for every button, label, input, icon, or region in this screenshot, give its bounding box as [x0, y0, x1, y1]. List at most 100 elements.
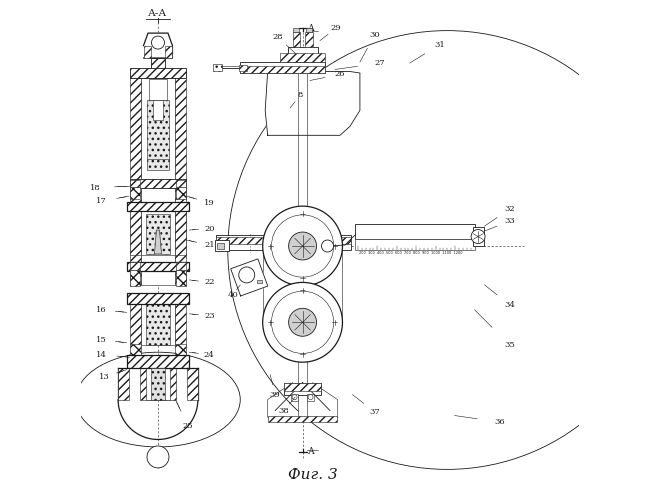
Bar [355, 224, 475, 239]
Text: 31: 31 [434, 40, 445, 48]
Bar [187, 368, 198, 400]
Text: 200  300  400  500  600  700  800  900  1000  1100  1200: 200 300 400 500 600 700 800 900 1000 110… [359, 252, 463, 256]
Text: 38: 38 [279, 406, 290, 414]
Bar [153, 100, 163, 120]
Circle shape [263, 282, 343, 362]
Text: 14: 14 [96, 350, 107, 358]
Circle shape [228, 30, 660, 469]
Text: 19: 19 [204, 198, 214, 206]
Text: 26: 26 [335, 70, 345, 78]
Text: 25: 25 [183, 422, 193, 430]
Circle shape [321, 240, 333, 252]
Circle shape [288, 308, 317, 336]
Text: 40: 40 [228, 291, 238, 299]
Bar [292, 32, 300, 46]
Bar [129, 178, 186, 188]
Bar [127, 202, 189, 211]
Text: 28: 28 [273, 33, 283, 41]
Polygon shape [143, 33, 172, 58]
Bar [148, 80, 168, 100]
Bar [284, 382, 321, 390]
Bar [213, 64, 222, 70]
Text: А: А [308, 24, 314, 32]
Text: А-А: А-А [148, 9, 168, 18]
Bar [141, 304, 176, 344]
Bar [176, 344, 186, 354]
Circle shape [147, 446, 169, 468]
Text: Фиг. 3: Фиг. 3 [288, 468, 337, 482]
Bar [127, 293, 189, 304]
Bar [240, 62, 325, 73]
Text: 37: 37 [370, 408, 380, 416]
Text: 15: 15 [96, 336, 107, 344]
Bar [298, 70, 307, 420]
Bar [130, 262, 139, 270]
Bar [216, 237, 351, 244]
Bar [176, 78, 186, 285]
Polygon shape [265, 72, 360, 136]
Text: 39: 39 [270, 390, 280, 398]
Bar [150, 368, 166, 400]
Text: 34: 34 [504, 301, 515, 309]
Bar [305, 32, 313, 46]
Circle shape [308, 394, 313, 400]
Bar [129, 78, 141, 285]
Bar [130, 186, 139, 198]
Bar [141, 78, 176, 285]
Bar [130, 180, 139, 186]
Text: 20: 20 [204, 224, 214, 232]
Bar [355, 239, 475, 250]
Bar [165, 46, 172, 58]
Bar [130, 270, 139, 286]
Circle shape [271, 291, 334, 354]
Circle shape [288, 232, 317, 260]
Bar [240, 64, 247, 71]
Circle shape [271, 215, 334, 277]
Text: 32: 32 [504, 205, 515, 213]
Bar [129, 344, 141, 354]
Bar [291, 394, 298, 400]
Text: 16: 16 [96, 306, 107, 314]
Circle shape [471, 230, 485, 243]
Text: 18: 18 [90, 184, 101, 192]
Text: 29: 29 [331, 24, 341, 32]
Bar [118, 368, 129, 400]
Bar [127, 354, 189, 368]
Bar [143, 46, 151, 58]
Bar [150, 58, 166, 78]
Bar [145, 214, 170, 254]
Polygon shape [154, 230, 162, 254]
Text: 13: 13 [99, 373, 110, 381]
Text: 35: 35 [504, 340, 515, 348]
Text: 24: 24 [204, 350, 214, 358]
Bar [176, 211, 186, 255]
Bar [257, 280, 262, 283]
Text: 27: 27 [374, 59, 385, 67]
Bar [217, 242, 224, 248]
Text: 8: 8 [298, 92, 303, 100]
Bar [284, 382, 321, 394]
Bar [293, 28, 299, 32]
Bar [306, 28, 312, 32]
Text: 30: 30 [370, 30, 380, 38]
Text: 33: 33 [504, 217, 515, 225]
Bar [216, 235, 351, 250]
Bar [176, 262, 186, 270]
Bar [145, 304, 170, 344]
Bar [127, 262, 189, 271]
Bar [129, 304, 141, 344]
Bar [268, 416, 337, 422]
Bar [176, 304, 186, 344]
Bar [288, 46, 317, 62]
Bar [280, 52, 325, 62]
Text: 36: 36 [494, 418, 505, 426]
Bar [176, 180, 186, 186]
Bar [147, 160, 170, 170]
Bar [145, 368, 170, 400]
Bar [129, 211, 141, 255]
Circle shape [292, 394, 297, 400]
Bar [215, 240, 229, 251]
Bar [141, 211, 176, 255]
Text: 23: 23 [204, 312, 214, 320]
Circle shape [152, 36, 164, 49]
